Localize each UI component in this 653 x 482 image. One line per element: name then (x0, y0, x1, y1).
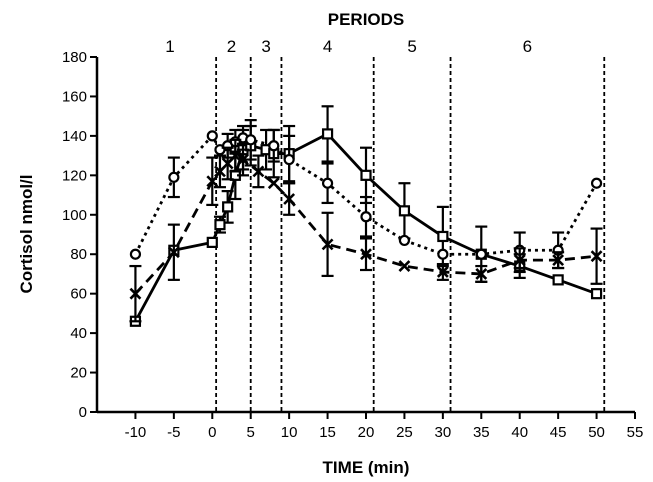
data-point-cross (590, 250, 603, 263)
data-point-circle (590, 177, 603, 189)
y-tick-label: 20 (70, 365, 87, 382)
period-labels: 1 2 3 4 5 6 (165, 37, 532, 56)
period-label: 1 (165, 37, 174, 56)
x-tick-label: 5 (247, 424, 255, 441)
data-point-square (214, 219, 226, 231)
x-tick-label: 35 (473, 424, 490, 441)
data-point-square (398, 205, 411, 217)
data-point-cross (475, 268, 488, 280)
period-label: 6 (523, 37, 532, 56)
y-tick-label: 80 (70, 246, 87, 263)
cross-stroke (237, 153, 249, 166)
x-tick-label: 10 (281, 424, 298, 441)
y-tick-label: 60 (70, 286, 87, 303)
series-cross (129, 138, 603, 323)
data-point-cross (321, 238, 334, 251)
periods-title: PERIODS (328, 10, 405, 29)
period-label: 2 (227, 37, 236, 56)
cross-stroke (283, 193, 296, 205)
cross-stroke (167, 246, 180, 259)
period-label: 5 (407, 37, 416, 56)
data-point-cross (398, 260, 411, 272)
x-axis-title: TIME (min) (323, 458, 410, 477)
data-point-circle (129, 248, 142, 260)
cross-stroke (252, 165, 265, 178)
cross-stroke (398, 260, 411, 272)
y-tick-label: 0 (79, 404, 87, 421)
data-point-square (321, 128, 334, 140)
cross-stroke (267, 177, 280, 190)
x-tick-label: 20 (358, 424, 375, 441)
data-point-cross (237, 153, 249, 166)
x-tick-label: 55 (627, 424, 644, 441)
period-label: 4 (323, 37, 332, 56)
x-tick-label: 50 (588, 424, 605, 441)
data-point-cross (283, 193, 296, 205)
data-point-circle (245, 134, 257, 146)
data-point-circle (437, 248, 449, 260)
series-layer (129, 105, 603, 327)
data-point-square (222, 201, 234, 213)
data-point-circle (283, 153, 295, 166)
y-tick-label: 120 (62, 167, 87, 184)
cross-stroke (321, 238, 334, 251)
data-point-square (590, 288, 603, 300)
cross-stroke (229, 149, 242, 162)
y-tick-label: 100 (62, 207, 87, 224)
series-circle (129, 119, 603, 270)
data-point-square (206, 236, 218, 248)
data-point-cross (513, 254, 526, 267)
data-point-cross (229, 149, 242, 162)
data-point-square (437, 230, 449, 243)
period-boundary-lines (215, 57, 606, 412)
x-tick-label: -5 (167, 424, 180, 441)
y-tick-label: 40 (70, 325, 87, 342)
cross-stroke (436, 266, 449, 278)
x-tick-label: -10 (125, 424, 147, 441)
data-point-cross (436, 266, 449, 278)
data-point-circle (321, 177, 334, 189)
cross-stroke (360, 248, 372, 261)
data-point-circle (398, 234, 411, 247)
data-point-circle (268, 140, 280, 152)
data-point-cross (129, 287, 142, 300)
data-point-cross (206, 175, 219, 188)
cross-stroke (513, 254, 526, 267)
cross-stroke (552, 254, 565, 267)
data-point-cross (552, 254, 565, 267)
x-tick-label: 15 (319, 424, 336, 441)
data-point-cross (252, 165, 265, 178)
data-point-square (360, 169, 372, 181)
y-axis-title: Cortisol nmol/l (17, 175, 36, 294)
x-tick-label: 30 (435, 424, 452, 441)
x-tick-label: 45 (550, 424, 567, 441)
cross-stroke (590, 250, 603, 263)
x-tick-label: 40 (511, 424, 528, 441)
data-point-square (552, 274, 564, 286)
data-point-cross (360, 248, 372, 261)
data-point-circle (360, 211, 372, 223)
cross-stroke (129, 287, 142, 300)
period-label: 3 (261, 37, 270, 56)
cross-stroke (475, 268, 488, 280)
y-tick-label: 160 (62, 88, 87, 105)
data-point-cross (267, 177, 280, 190)
y-tick-label: 140 (62, 128, 87, 145)
axes: 0 20 40 60 80 100 120 140 160 180 -10 -5 0 5 10 15 20 25 3… (62, 49, 643, 441)
x-tick-label: 25 (396, 424, 413, 441)
x-tick-label: 0 (208, 424, 216, 441)
data-point-circle (206, 130, 218, 142)
y-tick-label: 180 (62, 49, 87, 66)
data-point-circle (168, 171, 180, 183)
data-point-circle (475, 248, 487, 260)
cross-stroke (206, 175, 219, 188)
data-point-cross (167, 246, 180, 259)
